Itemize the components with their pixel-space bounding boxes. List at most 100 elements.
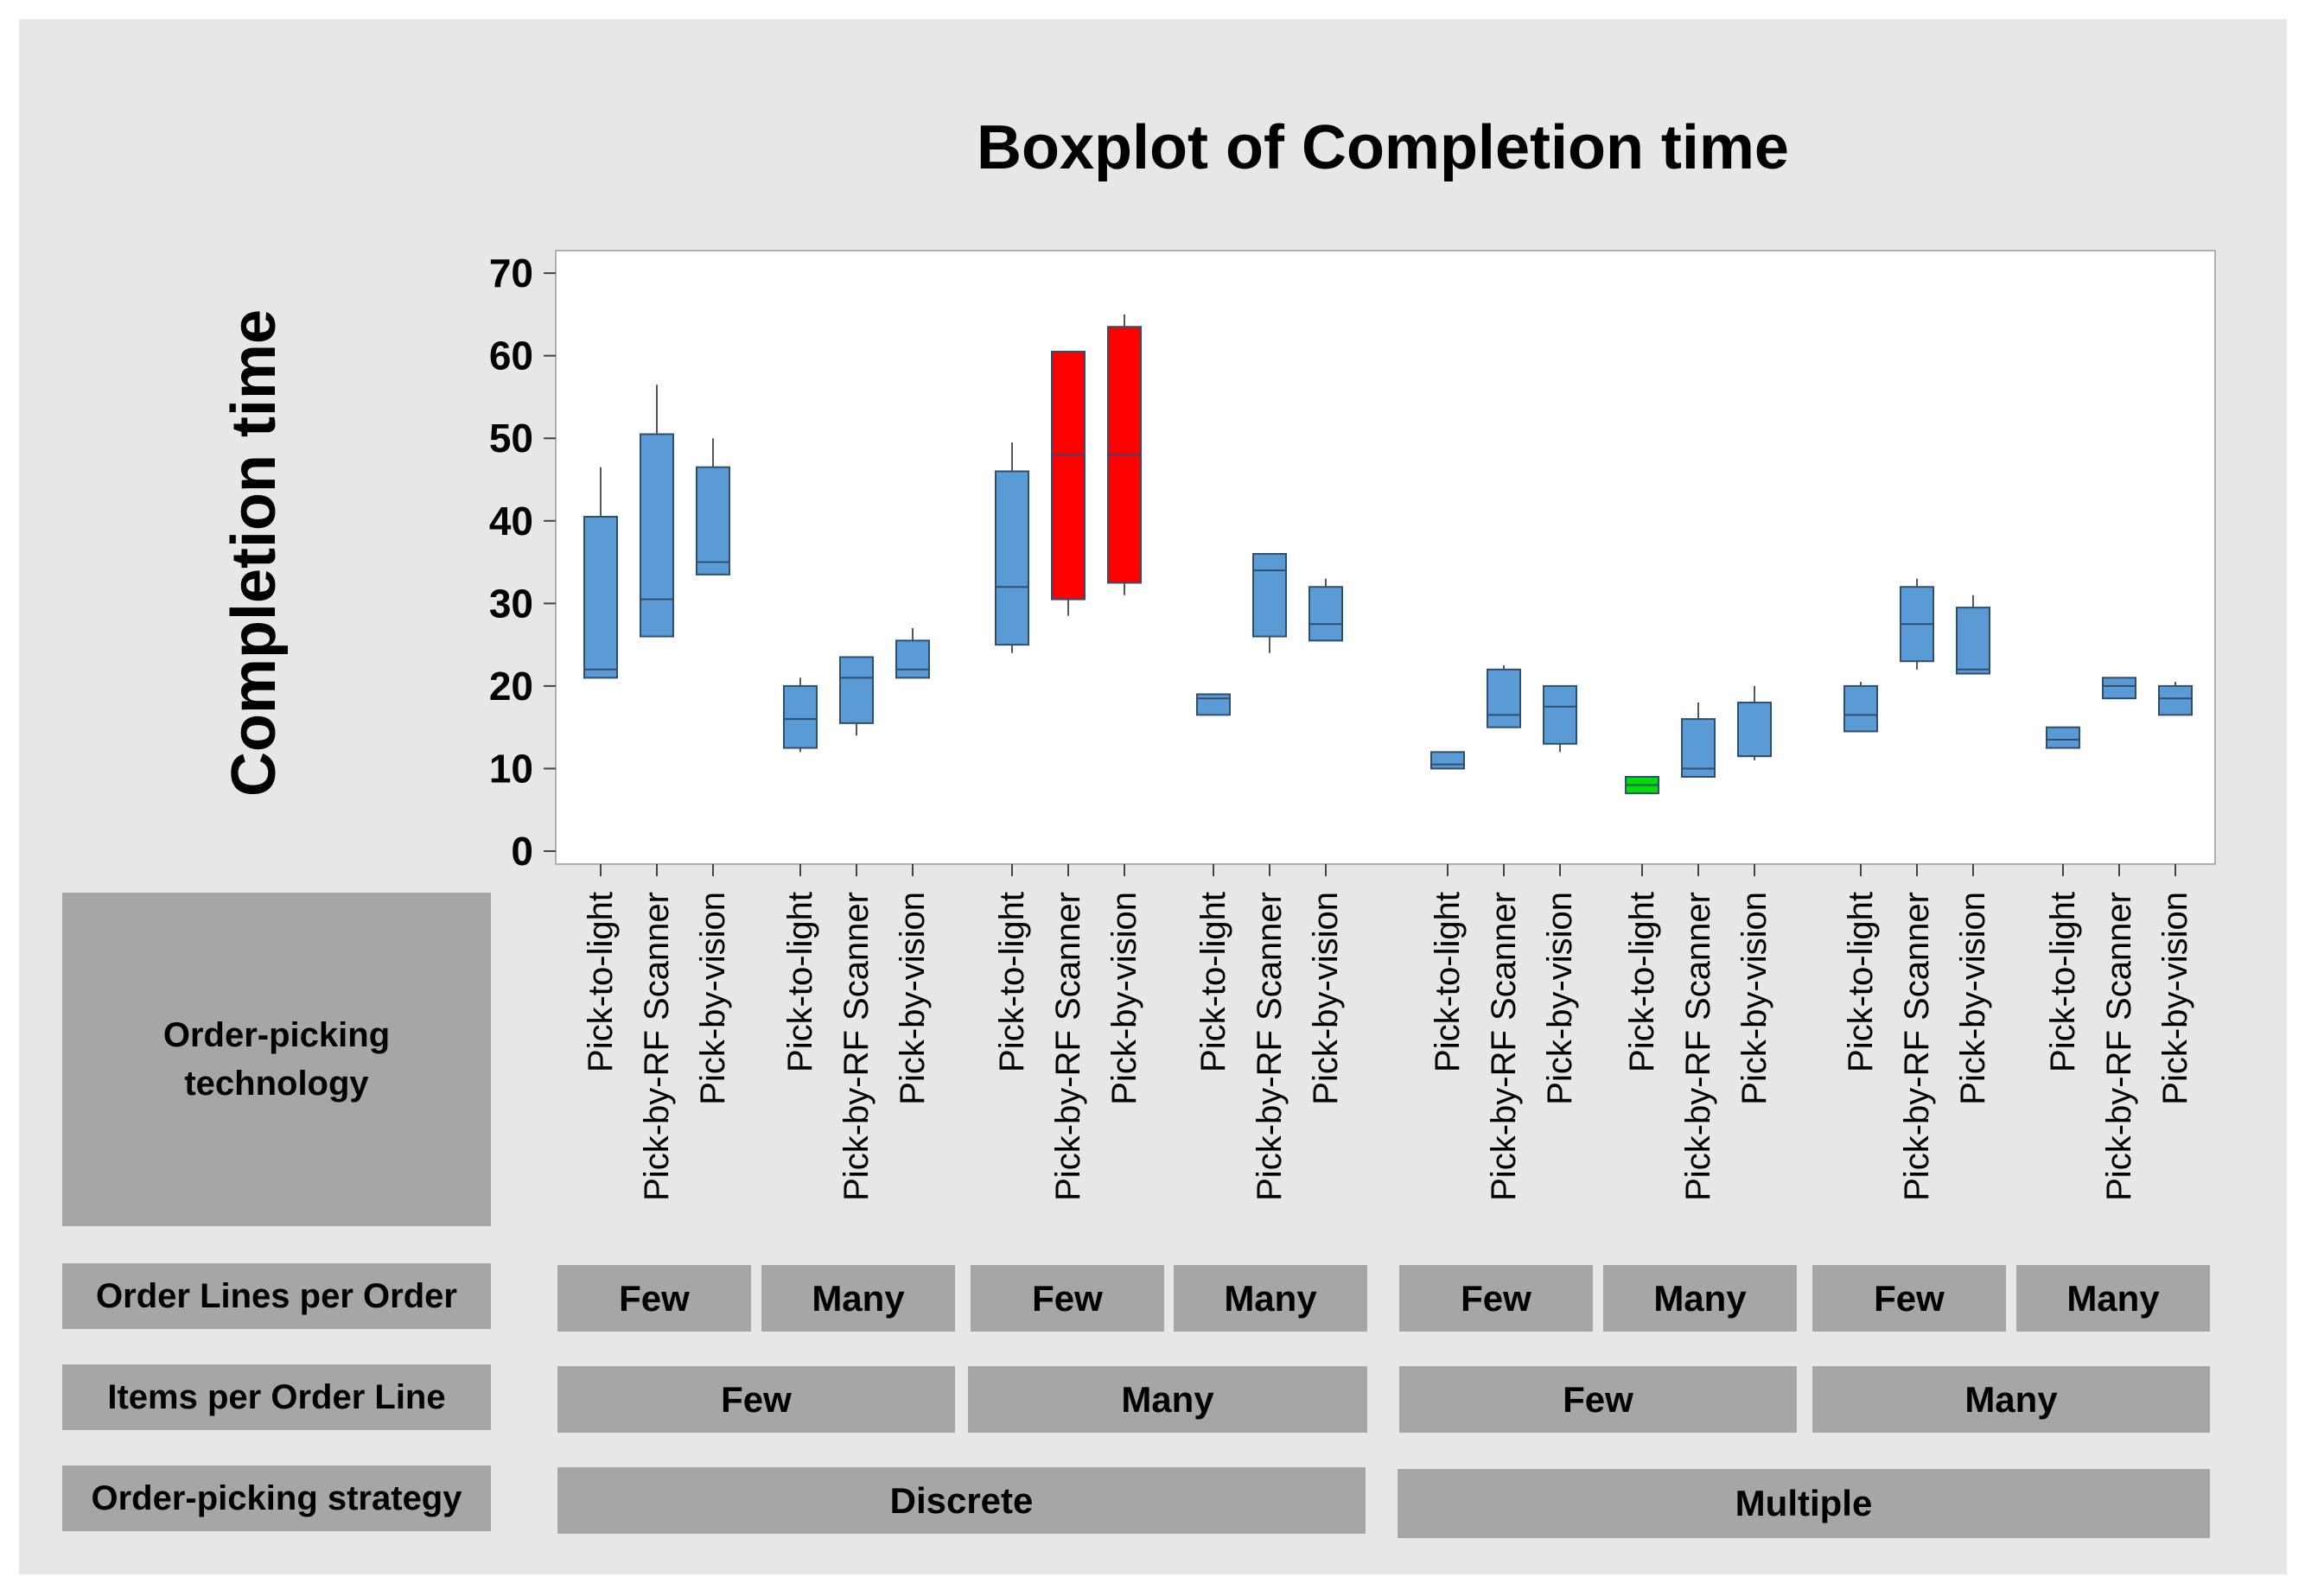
box-iqr bbox=[2158, 684, 2193, 716]
box-22 bbox=[2046, 726, 2080, 749]
x-tick-label: Pick-to-light bbox=[781, 892, 819, 1072]
group-order-lines: Few bbox=[971, 1265, 1164, 1332]
group-order-lines: Few bbox=[557, 1265, 751, 1332]
x-tick-label: Pick-by-vision bbox=[1954, 892, 1992, 1105]
box-15 bbox=[1543, 684, 1577, 753]
group-order-lines: Many bbox=[1603, 1265, 1797, 1332]
box-iqr bbox=[783, 684, 818, 749]
group-order-lines: Many bbox=[2016, 1265, 2210, 1332]
box-iqr bbox=[640, 433, 674, 638]
group-items-per-order-line: Many bbox=[968, 1366, 1367, 1433]
box-iqr bbox=[1487, 668, 1521, 728]
y-tick-label: 0 bbox=[511, 829, 533, 874]
y-tick-label: 20 bbox=[489, 664, 533, 709]
group-items-per-order-line: Few bbox=[1399, 1366, 1797, 1433]
x-tick-label: Pick-to-light bbox=[1429, 892, 1467, 1072]
box-iqr bbox=[696, 466, 730, 575]
box-9 bbox=[1107, 314, 1142, 595]
box-7 bbox=[995, 442, 1029, 653]
x-tick-label: Pick-by-vision bbox=[694, 892, 732, 1105]
box-20 bbox=[1900, 578, 1934, 670]
box-iqr bbox=[1309, 586, 1343, 642]
box-iqr bbox=[1737, 702, 1772, 758]
y-axis: 0 10 20 30 40 50 60 70 bbox=[489, 251, 556, 874]
x-tick-label: Pick-by-RF Scanner bbox=[1485, 892, 1523, 1201]
box-11 bbox=[1252, 553, 1287, 653]
box-8 bbox=[1051, 350, 1086, 616]
box-iqr bbox=[839, 656, 874, 724]
y-tick-label: 50 bbox=[489, 416, 533, 461]
x-axis: Pick-to-light Pick-by-RF Scanner Pick-by-v… bbox=[582, 864, 2194, 1201]
x-tick-label: Pick-to-light bbox=[1623, 892, 1661, 1072]
box-iqr bbox=[995, 470, 1029, 646]
plot-area bbox=[555, 250, 2216, 865]
x-tick-label: Pick-by-RF Scanner bbox=[2100, 892, 2138, 1201]
box-iqr bbox=[1051, 350, 1086, 601]
y-tick-label: 60 bbox=[489, 334, 533, 378]
box-19 bbox=[1843, 682, 1878, 733]
x-tick-label: Pick-by-RF Scanner bbox=[1679, 892, 1717, 1201]
box-2 bbox=[640, 385, 674, 638]
box-24 bbox=[2158, 682, 2193, 716]
group-strategy-discrete: Discrete bbox=[557, 1467, 1366, 1534]
group-strategy-multiple: Multiple bbox=[1398, 1469, 2210, 1538]
box-1 bbox=[583, 467, 618, 679]
y-tick-label: 10 bbox=[489, 746, 533, 791]
y-tick-label: 40 bbox=[489, 499, 533, 544]
box-iqr bbox=[1252, 553, 1287, 638]
box-iqr bbox=[1956, 607, 1990, 675]
box-21 bbox=[1956, 595, 1990, 675]
x-tick-label: Pick-to-light bbox=[582, 892, 620, 1072]
box-iqr bbox=[2046, 726, 2080, 749]
box-iqr bbox=[895, 639, 930, 679]
x-tick-label: Pick-by-RF Scanner bbox=[1251, 892, 1289, 1201]
box-iqr bbox=[1681, 718, 1716, 778]
x-tick-label: Pick-by-vision bbox=[1541, 892, 1579, 1105]
box-4 bbox=[783, 677, 818, 753]
box-iqr bbox=[1430, 751, 1465, 770]
box-18 bbox=[1737, 685, 1772, 760]
row-label-items: Items per Order Line bbox=[62, 1364, 491, 1430]
x-tick-label: Pick-by-vision bbox=[1105, 892, 1143, 1105]
x-tick-label: Pick-by-RF Scanner bbox=[638, 892, 676, 1201]
group-order-lines: Few bbox=[1812, 1265, 2006, 1332]
row-label-technology: Order-picking technology bbox=[62, 893, 491, 1226]
box-10 bbox=[1196, 693, 1231, 716]
y-tick-label: 70 bbox=[489, 251, 533, 296]
box-iqr bbox=[1543, 684, 1577, 745]
group-order-lines: Many bbox=[761, 1265, 955, 1332]
row-label-order-lines: Order Lines per Order bbox=[62, 1263, 491, 1329]
x-tick-label: Pick-by-vision bbox=[2156, 892, 2194, 1105]
box-14 bbox=[1487, 665, 1521, 728]
x-tick-label: Pick-to-light bbox=[1194, 892, 1232, 1072]
group-order-lines: Many bbox=[1174, 1265, 1367, 1332]
box-iqr bbox=[2102, 677, 2136, 700]
group-items-per-order-line: Many bbox=[1812, 1366, 2210, 1433]
y-axis-label: Completion time bbox=[220, 309, 289, 797]
group-order-lines: Few bbox=[1399, 1265, 1593, 1332]
x-tick-label: Pick-by-RF Scanner bbox=[1898, 892, 1936, 1201]
x-tick-label: Pick-by-vision bbox=[1735, 892, 1773, 1105]
x-tick-label: Pick-to-light bbox=[2044, 892, 2082, 1072]
x-tick-label: Pick-to-light bbox=[1842, 892, 1880, 1072]
group-items-per-order-line: Few bbox=[557, 1366, 955, 1433]
box-16 bbox=[1625, 776, 1659, 795]
box-iqr bbox=[583, 516, 618, 679]
x-tick-label: Pick-to-light bbox=[993, 892, 1031, 1072]
boxes bbox=[583, 314, 2193, 795]
box-17 bbox=[1681, 703, 1716, 778]
box-iqr bbox=[1843, 684, 1878, 733]
box-12 bbox=[1309, 578, 1343, 642]
box-iqr bbox=[1196, 693, 1231, 716]
x-tick-label: Pick-by-vision bbox=[894, 892, 932, 1105]
box-5 bbox=[839, 656, 874, 736]
box-3 bbox=[696, 438, 730, 575]
box-23 bbox=[2102, 677, 2136, 700]
x-tick-label: Pick-by-vision bbox=[1307, 892, 1345, 1105]
box-6 bbox=[895, 628, 930, 679]
y-tick-label: 30 bbox=[489, 581, 533, 626]
x-tick-label: Pick-by-RF Scanner bbox=[1049, 892, 1087, 1201]
x-tick-label: Pick-by-RF Scanner bbox=[837, 892, 876, 1201]
box-13 bbox=[1430, 751, 1465, 770]
